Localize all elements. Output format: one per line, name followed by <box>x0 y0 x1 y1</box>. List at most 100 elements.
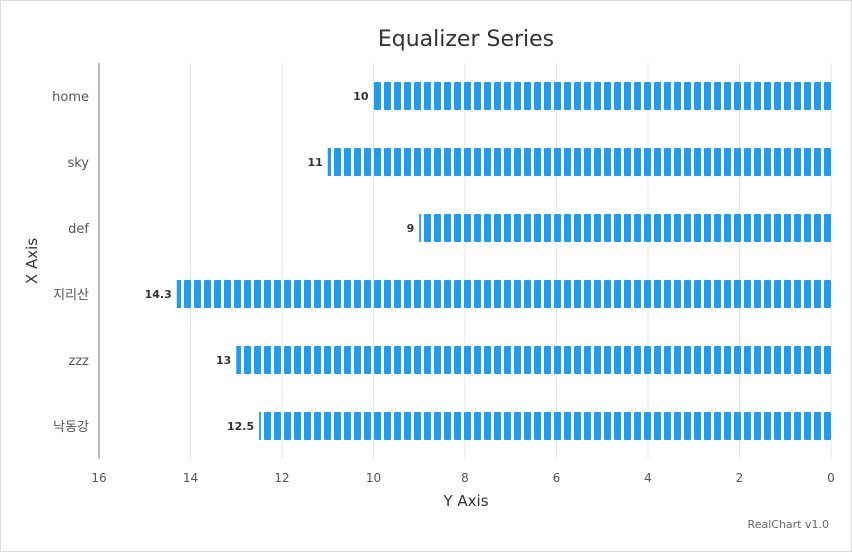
bar-segment <box>224 280 231 308</box>
bar-segment <box>364 412 371 440</box>
bar-segment <box>594 412 601 440</box>
bar-segment <box>434 82 441 110</box>
bar-segment <box>704 82 711 110</box>
bar-segment <box>284 346 291 374</box>
bar-segment <box>504 280 511 308</box>
bar-segment <box>404 346 411 374</box>
bar-segment <box>724 82 731 110</box>
bar-segment <box>484 412 491 440</box>
bar-segment <box>684 280 691 308</box>
bar-segment <box>464 214 471 242</box>
bar-segment <box>184 280 191 308</box>
bar-segment <box>684 346 691 374</box>
bar-segment <box>684 412 691 440</box>
bar-segment <box>734 346 741 374</box>
bar-segment <box>654 148 661 176</box>
bar-segment <box>584 148 591 176</box>
bar-segment <box>324 346 331 374</box>
bar-segment <box>454 148 461 176</box>
bar-segment <box>774 280 781 308</box>
bar-segment <box>244 346 251 374</box>
bar-segment <box>784 346 791 374</box>
bar-segment <box>384 148 391 176</box>
bar-segment <box>594 82 601 110</box>
bar-segment <box>714 82 721 110</box>
bar-segment <box>494 214 501 242</box>
tick-label: 12 <box>274 471 289 485</box>
bar-segment <box>604 148 611 176</box>
bar-segment <box>454 280 461 308</box>
bar-지리산 <box>176 280 831 308</box>
bar-segment <box>364 346 371 374</box>
bar-segment <box>434 280 441 308</box>
value-axis-title: Y Axis <box>442 492 488 510</box>
bar-segment <box>724 148 731 176</box>
bar-segment <box>534 412 541 440</box>
bar-segment <box>774 82 781 110</box>
bar-segment <box>524 82 531 110</box>
bar-segment <box>464 346 471 374</box>
grid-lines <box>190 63 832 459</box>
bar-segment <box>524 346 531 374</box>
tick-label: 6 <box>553 471 561 485</box>
bar-segment <box>494 280 501 308</box>
bar-segment <box>734 148 741 176</box>
bar-segment <box>474 280 481 308</box>
bar-segment <box>259 412 261 440</box>
bar-segment <box>634 214 641 242</box>
bar-segment <box>504 82 511 110</box>
bar-segment <box>754 346 761 374</box>
chart-title: Equalizer Series <box>378 27 554 52</box>
bar-segment <box>604 82 611 110</box>
bar-segment <box>424 148 431 176</box>
bar-segment <box>594 280 601 308</box>
bar-segment <box>254 280 261 308</box>
bar-segment <box>644 82 651 110</box>
category-axis-title: X Axis <box>23 238 41 284</box>
bar-segment <box>824 346 831 374</box>
bar-segment <box>574 412 581 440</box>
data-label: 9 <box>407 222 415 235</box>
bar-segment <box>564 214 571 242</box>
bar-segment <box>454 82 461 110</box>
bar-segment <box>334 280 341 308</box>
bar-segment <box>584 280 591 308</box>
bar-segment <box>664 214 671 242</box>
bar-segment <box>734 82 741 110</box>
bar-segment <box>634 280 641 308</box>
bar-segment <box>694 214 701 242</box>
bar-segment <box>364 280 371 308</box>
value-tick-labels: 16 14 12 10 8 6 4 2 0 <box>91 471 834 485</box>
bar-segment <box>584 412 591 440</box>
bar-segment <box>314 412 321 440</box>
bar-segment <box>564 148 571 176</box>
bar-segment <box>624 148 631 176</box>
bar-segment <box>704 214 711 242</box>
bar-segment <box>684 214 691 242</box>
bar-segment <box>714 280 721 308</box>
bar-segment <box>274 280 281 308</box>
bar-sky <box>327 148 831 176</box>
bar-segment <box>804 214 811 242</box>
bar-segment <box>424 412 431 440</box>
bar-segment <box>334 412 341 440</box>
bar-segment <box>724 214 731 242</box>
category-label: sky <box>67 156 89 171</box>
bar-segment <box>444 412 451 440</box>
bar-segment <box>824 82 831 110</box>
bar-segment <box>624 412 631 440</box>
bar-segment <box>784 82 791 110</box>
bar-segment <box>654 412 661 440</box>
bar-segment <box>714 346 721 374</box>
bar-segment <box>364 148 371 176</box>
bar-segment <box>814 148 821 176</box>
bar-segment <box>474 412 481 440</box>
bar-segment <box>644 280 651 308</box>
bar-segment <box>327 148 331 176</box>
bar-segment <box>624 214 631 242</box>
bar-segment <box>694 412 701 440</box>
bar-segment <box>264 280 271 308</box>
bar-segment <box>514 214 521 242</box>
bar-segment <box>514 280 521 308</box>
bar-segment <box>344 412 351 440</box>
